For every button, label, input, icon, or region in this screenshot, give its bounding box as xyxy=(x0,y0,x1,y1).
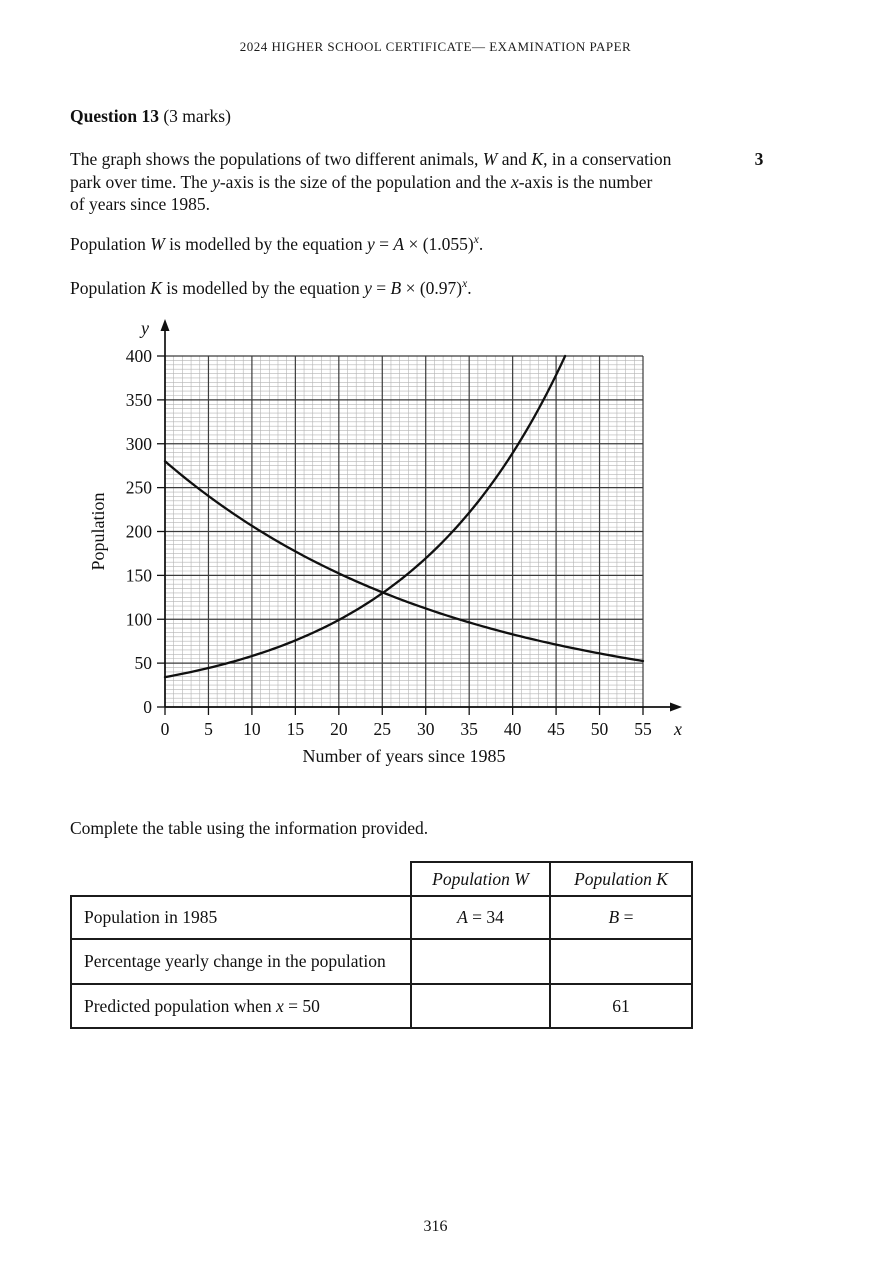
table-caption: Complete the table using the information… xyxy=(70,818,429,838)
marks-badge: 3 xyxy=(754,149,764,169)
table-corner-cell xyxy=(71,862,411,896)
svg-text:300: 300 xyxy=(126,434,153,454)
svg-text:10: 10 xyxy=(243,719,261,739)
svg-text:25: 25 xyxy=(374,719,392,739)
svg-text:5: 5 xyxy=(204,719,213,739)
svg-text:0: 0 xyxy=(143,697,152,717)
svg-text:150: 150 xyxy=(126,565,153,585)
equation-population-k: Population K is modelled by the equation… xyxy=(70,278,472,298)
table-row: Percentage yearly change in the populati… xyxy=(70,938,693,985)
col-header-population-w: Population W xyxy=(410,861,551,897)
svg-text:20: 20 xyxy=(330,719,348,739)
svg-text:Number of years since 1985: Number of years since 1985 xyxy=(303,746,506,766)
svg-text:350: 350 xyxy=(126,390,153,410)
cell-w-population-1985: A = 34 xyxy=(410,895,551,940)
equation-population-w: Population W is modelled by the equation… xyxy=(70,234,484,254)
svg-text:200: 200 xyxy=(126,522,153,542)
cell-k-population-1985: B = xyxy=(549,895,693,940)
page-number: 316 xyxy=(423,1218,448,1235)
svg-text:250: 250 xyxy=(126,478,153,498)
svg-text:15: 15 xyxy=(287,719,305,739)
question-intro: The graph shows the populations of two d… xyxy=(70,149,672,214)
question-marks-suffix: (3 marks) xyxy=(158,106,231,126)
page-header: 2024 HIGHER SCHOOL CERTIFICATE— EXAMINAT… xyxy=(239,39,632,54)
table-row: Population in 1985 A = 34 B = xyxy=(70,895,693,940)
axis-labels: 400 350 300 250 200 150 100 50 00 5 10 15 20 25 30 35 40… xyxy=(88,318,682,766)
col-header-population-k: Population K xyxy=(549,861,693,897)
table-header-row: Population W Population K xyxy=(71,861,693,897)
svg-text:35: 35 xyxy=(460,719,478,739)
svg-text:45: 45 xyxy=(547,719,565,739)
curve-population-k xyxy=(163,460,645,663)
completion-table: Population W Population K Population in … xyxy=(70,861,693,1029)
svg-text:50: 50 xyxy=(135,653,153,673)
svg-text:30: 30 xyxy=(417,719,435,739)
svg-text:55: 55 xyxy=(634,719,652,739)
cell-w-percentage-change xyxy=(410,938,551,985)
row-label-population-1985: Population in 1985 xyxy=(70,895,412,940)
svg-text:40: 40 xyxy=(504,719,522,739)
svg-text:Population: Population xyxy=(88,492,108,570)
cell-k-percentage-change xyxy=(549,938,693,985)
svg-text:x: x xyxy=(673,719,682,739)
svg-text:100: 100 xyxy=(126,609,153,629)
svg-text:50: 50 xyxy=(591,719,609,739)
axes xyxy=(157,319,682,715)
svg-text:400: 400 xyxy=(126,346,153,366)
cell-w-predicted-x50 xyxy=(410,983,551,1029)
svg-text:0: 0 xyxy=(161,719,170,739)
table-row: Predicted population when x = 50 61 xyxy=(70,983,693,1029)
row-label-percentage-change: Percentage yearly change in the populati… xyxy=(70,938,412,985)
population-chart: 400 350 300 250 200 150 100 50 0 0 5 10 15 20 25 30 35 40… xyxy=(80,312,720,787)
curve-population-w xyxy=(163,354,567,679)
question-title: Question 13 (3 marks) xyxy=(70,106,231,127)
series-curves xyxy=(163,354,645,679)
population-chart-svg: 400 350 300 250 200 150 100 50 00 5 10 15 20 25 30 35 40… xyxy=(88,318,682,766)
question-number: Question 13 xyxy=(70,106,159,126)
row-label-predicted-x50: Predicted population when x = 50 xyxy=(70,983,412,1029)
cell-k-predicted-x50: 61 xyxy=(549,983,693,1029)
svg-text:y: y xyxy=(139,318,149,338)
